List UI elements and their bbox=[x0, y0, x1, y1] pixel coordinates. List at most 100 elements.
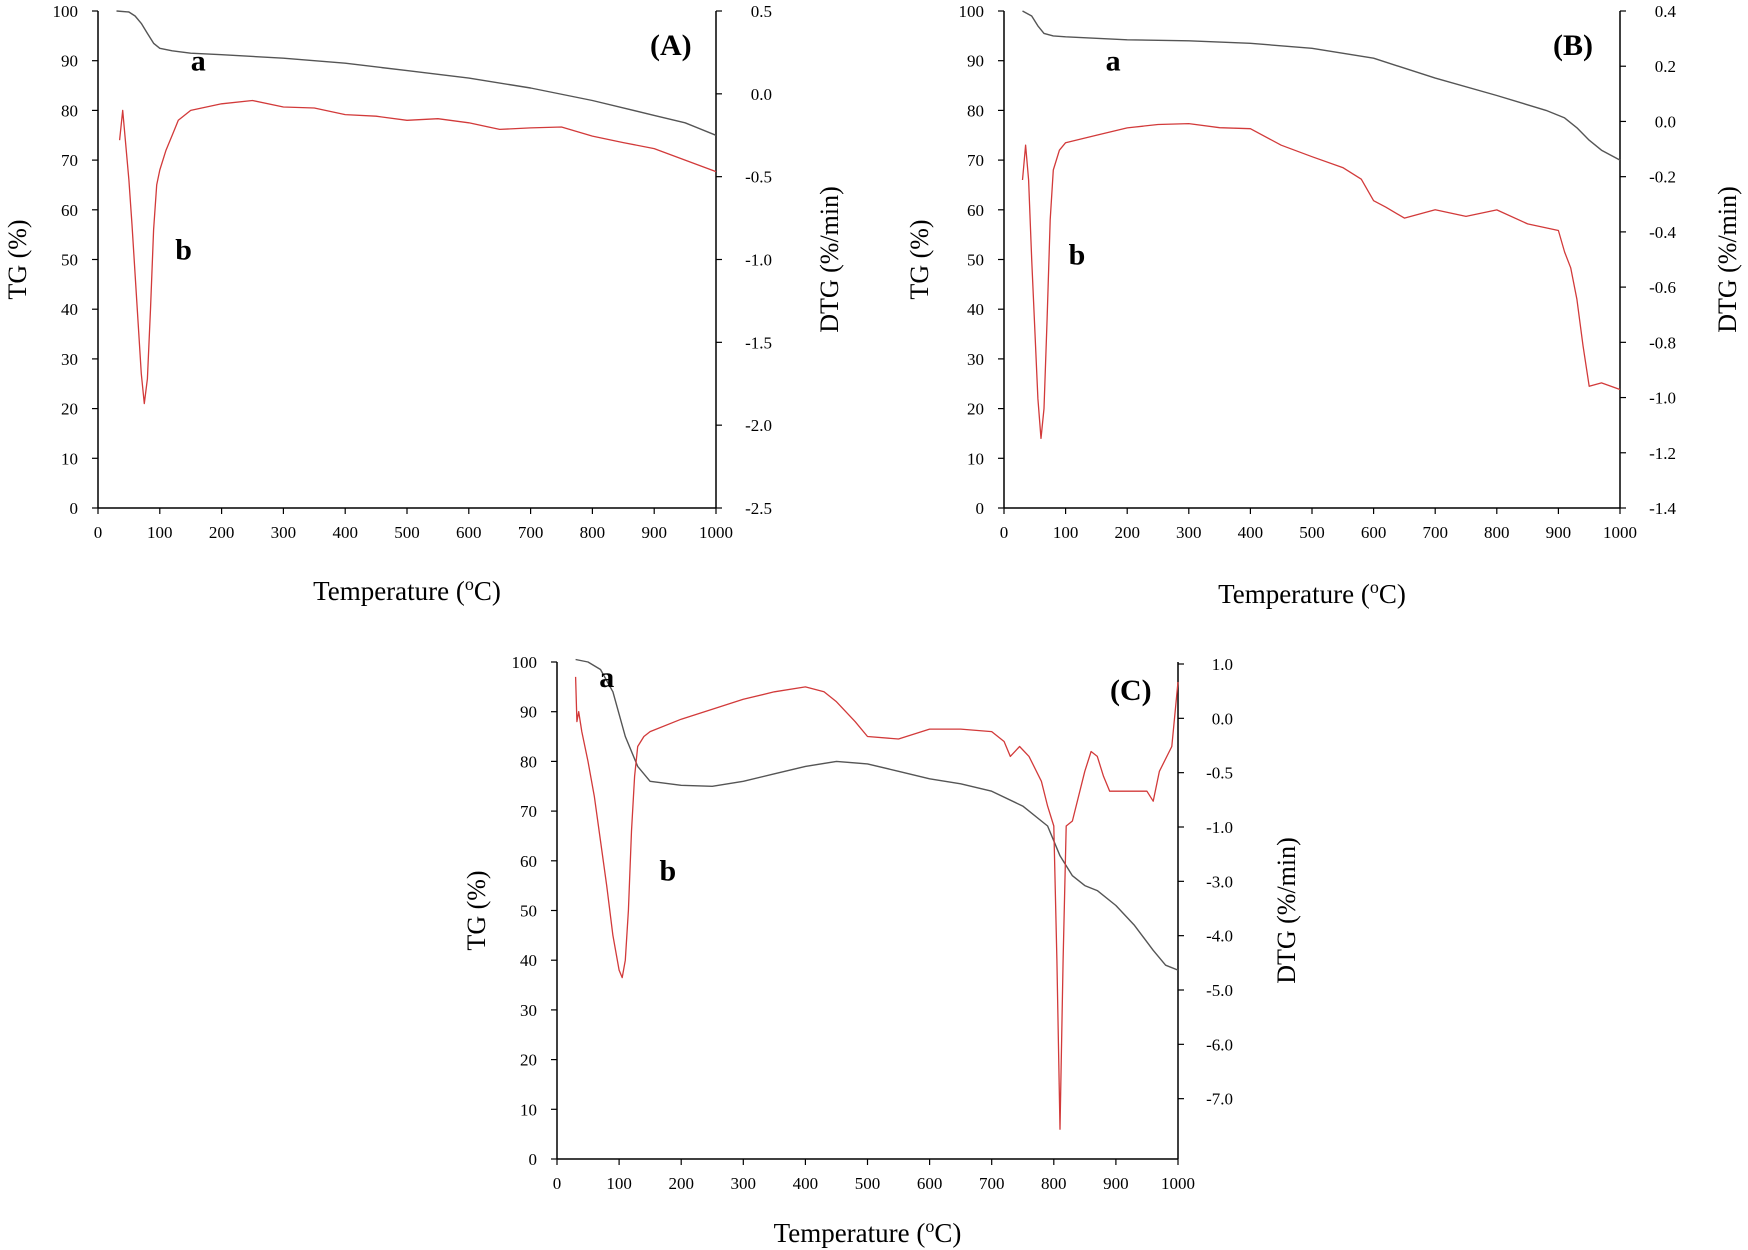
y-right-tick-label: 0.0 bbox=[1655, 112, 1676, 131]
y-right-tick-label: 0.0 bbox=[751, 85, 772, 104]
y-right-tick-label: -0.5 bbox=[745, 168, 772, 187]
panel-a-chart: 0 100 200 300 400 500 600 700 800 900 1000 0 10 20 30 4… bbox=[3, 2, 844, 606]
y-left-tick-label: 40 bbox=[520, 951, 537, 970]
y-left-tick-label: 10 bbox=[967, 449, 984, 468]
x-tick-label: 1000 bbox=[1161, 1174, 1195, 1193]
y-left-tick-label: 50 bbox=[967, 251, 984, 270]
y-axis-left-title: TG (%) bbox=[3, 219, 32, 299]
y-right-tick-label: -2.5 bbox=[745, 499, 772, 518]
x-tick-label: 1000 bbox=[1603, 523, 1637, 542]
x-tick-label: 300 bbox=[271, 523, 297, 542]
y-right-tick-label: -1.0 bbox=[1649, 389, 1676, 408]
y-left-tick-label: 40 bbox=[61, 300, 78, 319]
y-left-tick-label: 90 bbox=[520, 703, 537, 722]
y-right-tick-label: -6.0 bbox=[1206, 1035, 1233, 1054]
series-b-line bbox=[574, 676, 1179, 1130]
x-tick-label: 0 bbox=[94, 523, 103, 542]
y-left-tick-label: 0 bbox=[976, 499, 985, 518]
y-right-tick-label: -0.4 bbox=[1649, 223, 1676, 242]
y-left-tick-label: 90 bbox=[967, 52, 984, 71]
y-left-tick-label: 50 bbox=[520, 902, 537, 921]
series-b-label: b bbox=[1069, 238, 1086, 271]
y-left-tick-label: 50 bbox=[61, 251, 78, 270]
y-left-tick-label: 80 bbox=[61, 101, 78, 120]
y-left-tick-label: 90 bbox=[61, 52, 78, 71]
y-left-tick-label: 70 bbox=[967, 151, 984, 170]
x-tick-label: 200 bbox=[668, 1174, 694, 1193]
y-axis-left-title: TG (%) bbox=[905, 219, 934, 299]
x-tick-label: 400 bbox=[332, 523, 358, 542]
x-tick-label: 300 bbox=[1176, 523, 1202, 542]
y-left-tick-label: 20 bbox=[520, 1051, 537, 1070]
y-axis-right-title: DTG (%/min) bbox=[1713, 186, 1742, 333]
y-right-tick-label: -7.0 bbox=[1206, 1090, 1233, 1109]
y-right-tick-label: -4.0 bbox=[1206, 927, 1233, 946]
y-left-tick-label: 0 bbox=[70, 499, 79, 518]
y-right-tick-label: 0.0 bbox=[1212, 709, 1233, 728]
y-right-tick-label: -1.5 bbox=[745, 333, 772, 352]
y-axis-right-title: DTG (%/min) bbox=[815, 186, 844, 333]
x-tick-label: 100 bbox=[1053, 523, 1079, 542]
x-tick-label: 600 bbox=[456, 523, 482, 542]
y-right-tick-label: -0.8 bbox=[1649, 333, 1676, 352]
y-right-tick-label: -1.0 bbox=[745, 251, 772, 270]
x-tick-label: 900 bbox=[641, 523, 667, 542]
y-left-tick-label: 60 bbox=[967, 201, 984, 220]
x-tick-label: 300 bbox=[731, 1174, 757, 1193]
x-tick-label: 800 bbox=[580, 523, 606, 542]
y-right-tick-label: -1.4 bbox=[1649, 499, 1676, 518]
x-axis-title: Temperature (oC) bbox=[1218, 577, 1406, 609]
y-right-tick-label: -0.2 bbox=[1649, 168, 1676, 187]
x-tick-label: 500 bbox=[394, 523, 420, 542]
y-left-tick-label: 70 bbox=[520, 802, 537, 821]
panel-c-chart: 0 100 200 300 400 500 600 700 800 900 1000 0 10 20 30 4… bbox=[462, 653, 1301, 1248]
y-left-tick-label: 30 bbox=[967, 350, 984, 369]
y-left-tick-label: 70 bbox=[61, 151, 78, 170]
y-right-tick-label: -5.0 bbox=[1206, 981, 1233, 1000]
x-tick-label: 0 bbox=[553, 1174, 562, 1193]
y-left-tick-label: 30 bbox=[520, 1001, 537, 1020]
y-left-tick-label: 100 bbox=[53, 2, 79, 21]
y-axis-right-title: DTG (%/min) bbox=[1272, 837, 1301, 984]
panel-label: (C) bbox=[1110, 674, 1152, 707]
series-a-label: a bbox=[599, 661, 614, 694]
y-right-tick-label: -2.0 bbox=[745, 416, 772, 435]
y-left-tick-label: 20 bbox=[61, 400, 78, 419]
series-a-line bbox=[575, 658, 1179, 971]
series-b-line bbox=[118, 99, 717, 405]
y-right-tick-label: 0.4 bbox=[1655, 2, 1677, 21]
x-tick-label: 700 bbox=[979, 1174, 1005, 1193]
x-tick-label: 900 bbox=[1546, 523, 1572, 542]
x-tick-label: 800 bbox=[1041, 1174, 1067, 1193]
x-tick-label: 500 bbox=[855, 1174, 881, 1193]
x-tick-label: 100 bbox=[606, 1174, 632, 1193]
y-right-tick-label: -0.5 bbox=[1206, 764, 1233, 783]
panel-label: (A) bbox=[650, 29, 692, 62]
x-tick-label: 800 bbox=[1484, 523, 1510, 542]
x-tick-label: 600 bbox=[917, 1174, 943, 1193]
y-left-tick-label: 80 bbox=[967, 101, 984, 120]
x-tick-label: 600 bbox=[1361, 523, 1387, 542]
x-tick-label: 500 bbox=[1299, 523, 1325, 542]
y-right-tick-label: 0.5 bbox=[751, 2, 772, 21]
y-left-tick-label: 80 bbox=[520, 752, 537, 771]
series-a-line bbox=[1022, 10, 1621, 161]
series-b-label: b bbox=[659, 855, 676, 888]
y-right-tick-label: -1.0 bbox=[1206, 818, 1233, 837]
y-left-tick-label: 10 bbox=[520, 1100, 537, 1119]
x-tick-label: 1000 bbox=[699, 523, 733, 542]
x-axis-title: Temperature (oC) bbox=[774, 1216, 962, 1248]
x-tick-label: 900 bbox=[1103, 1174, 1129, 1193]
x-tick-label: 0 bbox=[1000, 523, 1009, 542]
panel-label: (B) bbox=[1553, 29, 1593, 62]
y-left-tick-label: 10 bbox=[61, 449, 78, 468]
x-tick-label: 100 bbox=[147, 523, 173, 542]
panel-b-chart: 0 100 200 300 400 500 600 700 800 900 1000 0 10 20 30 4… bbox=[905, 2, 1742, 609]
y-right-tick-label: -1.2 bbox=[1649, 444, 1676, 463]
series-a-label: a bbox=[1106, 45, 1121, 78]
y-left-tick-label: 60 bbox=[61, 201, 78, 220]
y-right-tick-label: 1.0 bbox=[1212, 655, 1233, 674]
y-left-tick-label: 0 bbox=[529, 1150, 538, 1169]
x-tick-label: 400 bbox=[793, 1174, 819, 1193]
